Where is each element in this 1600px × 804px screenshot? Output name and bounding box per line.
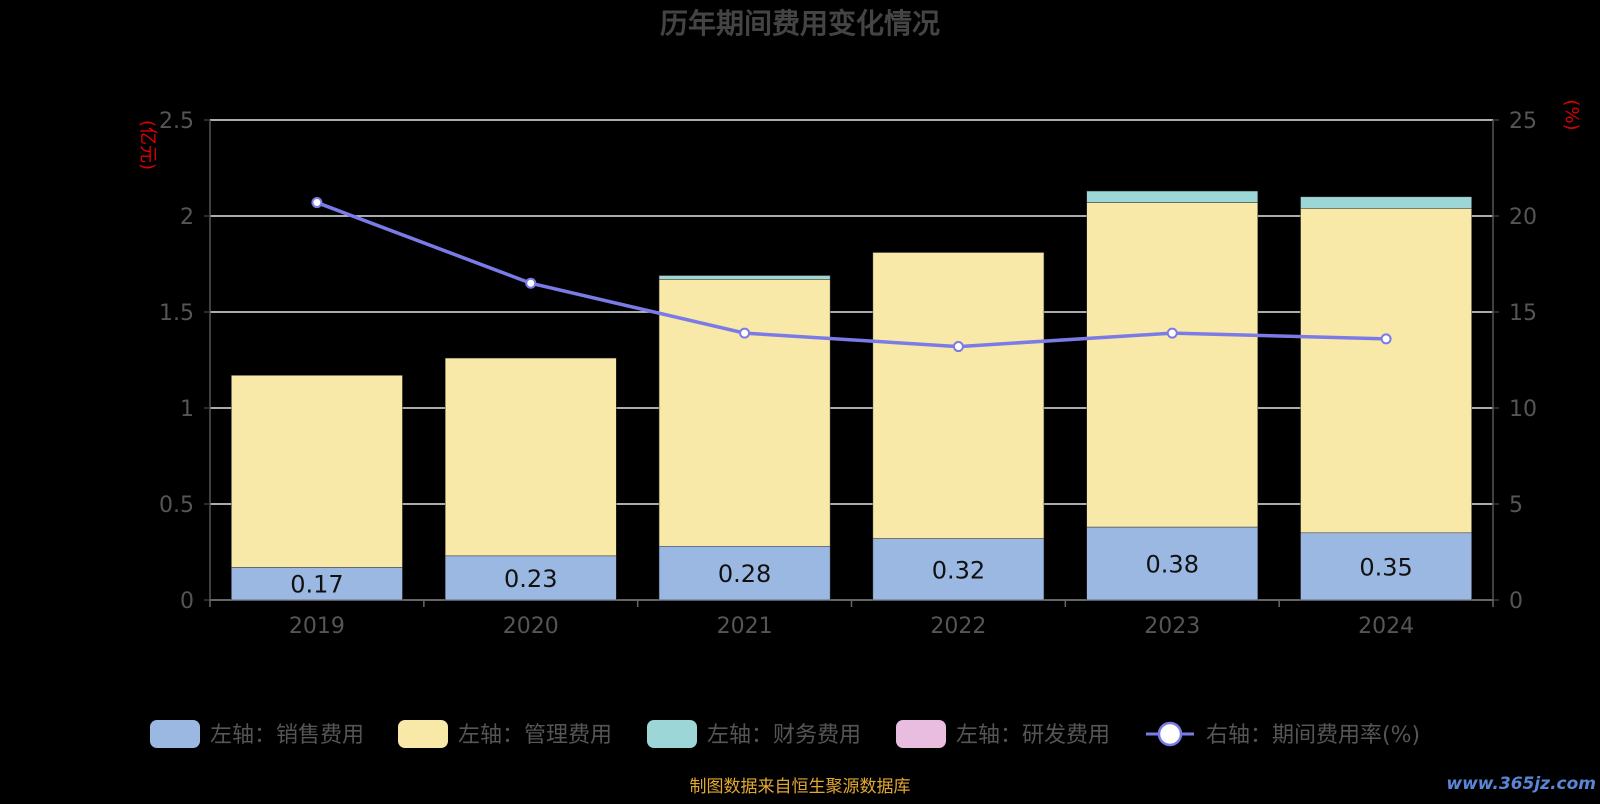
right-tick-label: 25 [1509, 109, 1537, 134]
legend-swatch [896, 720, 946, 748]
legend-swatch [150, 720, 200, 748]
bar-segment-1 [658, 545, 831, 601]
data-labels: 0.17 0.23 0.28 0.32 0.38 0.35 [290, 551, 1413, 599]
bar-value-label: 0.28 [718, 560, 771, 588]
legend-marker [1157, 721, 1183, 747]
left-tick-label: 0 [180, 589, 194, 614]
bar-segment-2 [444, 357, 617, 557]
axes: 0 0.5 1 1.5 2 2.5 0 5 10 15 20 25 2019 2020 2021 2022 20… [159, 109, 1537, 639]
left-tick-label: 0.5 [159, 493, 194, 518]
rate-point [952, 341, 964, 353]
bar-value-label: 0.38 [1146, 551, 1199, 579]
chart-title: 历年期间费用变化情况 [660, 7, 940, 40]
right-axis-unit: (%) [1561, 99, 1582, 130]
legend: 左轴：销售费用 左轴：管理费用 左轴：财务费用 左轴：研发费用 右轴：期间费用率(%) [150, 720, 1420, 748]
left-axis-unit: (亿元) [137, 120, 158, 170]
bar-value-label: 0.17 [290, 571, 343, 599]
rate-line-path [316, 200, 1387, 349]
bar-segment-3 [1086, 190, 1259, 203]
legend-label: 右轴：期间费用率(%) [1206, 723, 1420, 748]
bar-value-label: 0.32 [932, 556, 985, 584]
legend-label: 左轴：销售费用 [210, 723, 364, 748]
bar-segment-3 [658, 275, 831, 280]
bar-segment-2 [1300, 208, 1472, 534]
x-tick-label: 2022 [930, 614, 986, 639]
bar-segment-2 [1086, 202, 1259, 528]
left-tick-label: 2 [180, 205, 194, 230]
bar-segment-1 [231, 567, 403, 601]
grid-lines [210, 119, 1493, 505]
bar-segment-1 [1300, 532, 1472, 601]
x-tick-label: 2023 [1144, 614, 1200, 639]
bar-segment-1 [1086, 526, 1259, 601]
bar-value-label: 0.35 [1359, 553, 1412, 581]
source-note: 制图数据来自恒生聚源数据库 [690, 777, 911, 797]
legend-swatch [398, 720, 448, 748]
rate-point [1166, 327, 1178, 339]
legend-label: 左轴：管理费用 [458, 723, 612, 748]
right-tick-label: 10 [1509, 397, 1537, 422]
right-tick-label: 20 [1509, 205, 1537, 230]
left-tick-label: 1 [180, 397, 194, 422]
legend-item[interactable]: 左轴：财务费用 [647, 720, 861, 748]
right-tick-label: 0 [1509, 589, 1523, 614]
legend-swatch [647, 720, 697, 748]
left-tick-label: 1.5 [159, 301, 194, 326]
legend-item[interactable]: 左轴：管理费用 [398, 720, 612, 748]
bar-segment-2 [231, 375, 403, 568]
bar-segment-2 [658, 279, 831, 547]
legend-item[interactable]: 左轴：研发费用 [896, 720, 1110, 748]
x-tick-label: 2019 [289, 614, 345, 639]
left-tick-label: 2.5 [159, 109, 194, 134]
right-tick-label: 5 [1509, 493, 1523, 518]
bar-segment-3 [1300, 196, 1472, 209]
watermark: www.365jz.com [1446, 774, 1596, 794]
rate-point [311, 197, 323, 209]
legend-item[interactable]: 右轴：期间费用率(%) [1146, 721, 1420, 748]
rate-point [525, 277, 537, 289]
legend-label: 左轴：财务费用 [707, 723, 861, 748]
rate-point [739, 327, 751, 339]
x-tick-label: 2020 [503, 614, 559, 639]
right-tick-label: 15 [1509, 301, 1537, 326]
bar-segment-2 [872, 252, 1045, 539]
rate-line [311, 197, 1392, 353]
bar-value-label: 0.23 [504, 565, 557, 593]
legend-label: 左轴：研发费用 [956, 723, 1110, 748]
x-tick-label: 2021 [717, 614, 773, 639]
bar-segment-1 [444, 555, 617, 601]
bars [231, 190, 1472, 601]
bar-segment-1 [872, 538, 1045, 601]
rate-point [1380, 333, 1392, 345]
x-tick-label: 2024 [1358, 614, 1414, 639]
legend-item[interactable]: 左轴：销售费用 [150, 720, 364, 748]
